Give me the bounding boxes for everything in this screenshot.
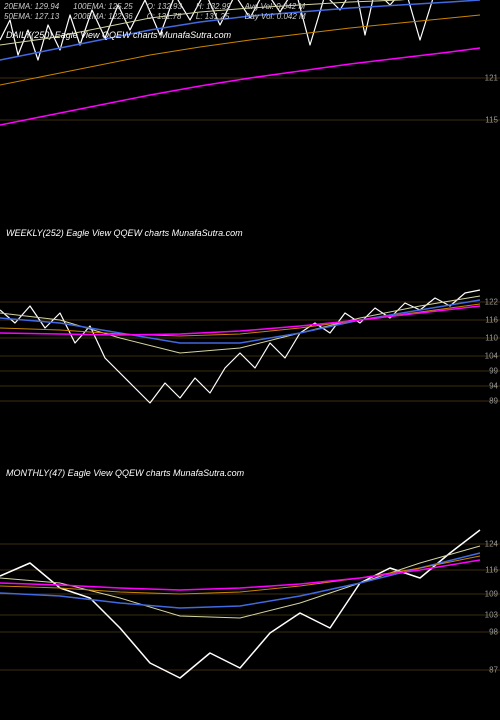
open-stat: O: 132.93 — [147, 2, 182, 11]
low-stat: L: 131.25 — [196, 12, 231, 21]
y-axis-label: 124 — [485, 540, 498, 549]
chart-weekly[interactable] — [0, 228, 500, 438]
panel-monthly: MONTHLY(47) Eagle View QQEW charts Munaf… — [0, 468, 500, 720]
panel-title-daily: DAILY(250) Eagle View QQEW charts Munafa… — [2, 30, 231, 40]
ema20-stat: 20EMA: 129.94 — [4, 2, 59, 11]
y-axis-label: 103 — [485, 611, 498, 620]
y-axis-label: 98 — [489, 628, 498, 637]
close-stat: C: 131.78 — [147, 12, 182, 21]
chart-daily[interactable] — [0, 0, 500, 170]
avgvol-stat: Avg Vol: 0.042 M — [245, 2, 306, 11]
y-axis-label: 99 — [489, 367, 498, 376]
series-ema50 — [0, 553, 480, 608]
y-axis-label: 121 — [485, 74, 498, 83]
y-axis-label: 122 — [485, 298, 498, 307]
y-axis-label: 115 — [485, 116, 498, 125]
series-ema200 — [0, 560, 480, 590]
y-axis-label: 110 — [485, 334, 498, 343]
dayvol-stat: Day Vol: 0.042 M — [245, 12, 306, 21]
y-axis-label: 109 — [485, 590, 498, 599]
ema50-stat: 50EMA: 127.13 — [4, 12, 59, 21]
panel-weekly: WEEKLY(252) Eagle View QQEW charts Munaf… — [0, 228, 500, 438]
y-axis-label: 104 — [485, 352, 498, 361]
chart-monthly[interactable] — [0, 468, 500, 720]
y-axis-label: 89 — [489, 397, 498, 406]
ema100-stat: 100EMA: 125.25 — [73, 2, 133, 11]
panel-title-weekly: WEEKLY(252) Eagle View QQEW charts Munaf… — [2, 228, 243, 238]
y-axis-label: 94 — [489, 382, 498, 391]
stats-bar: 20EMA: 129.94 50EMA: 127.13 100EMA: 125.… — [0, 0, 500, 14]
series-ema20 — [0, 546, 480, 618]
y-axis-label: 116 — [485, 316, 498, 325]
panel-daily: DAILY(250) Eagle View QQEW charts Munafa… — [0, 0, 500, 170]
series-ema200 — [0, 48, 480, 125]
ema200-stat: 200EMA: 122.36 — [73, 12, 133, 21]
y-axis-label: 116 — [485, 566, 498, 575]
high-stat: H: 132.99 — [196, 2, 231, 11]
panel-title-monthly: MONTHLY(47) Eagle View QQEW charts Munaf… — [2, 468, 244, 478]
y-axis-label: 87 — [489, 666, 498, 675]
series-price — [0, 530, 480, 678]
series-ema100 — [0, 15, 480, 85]
